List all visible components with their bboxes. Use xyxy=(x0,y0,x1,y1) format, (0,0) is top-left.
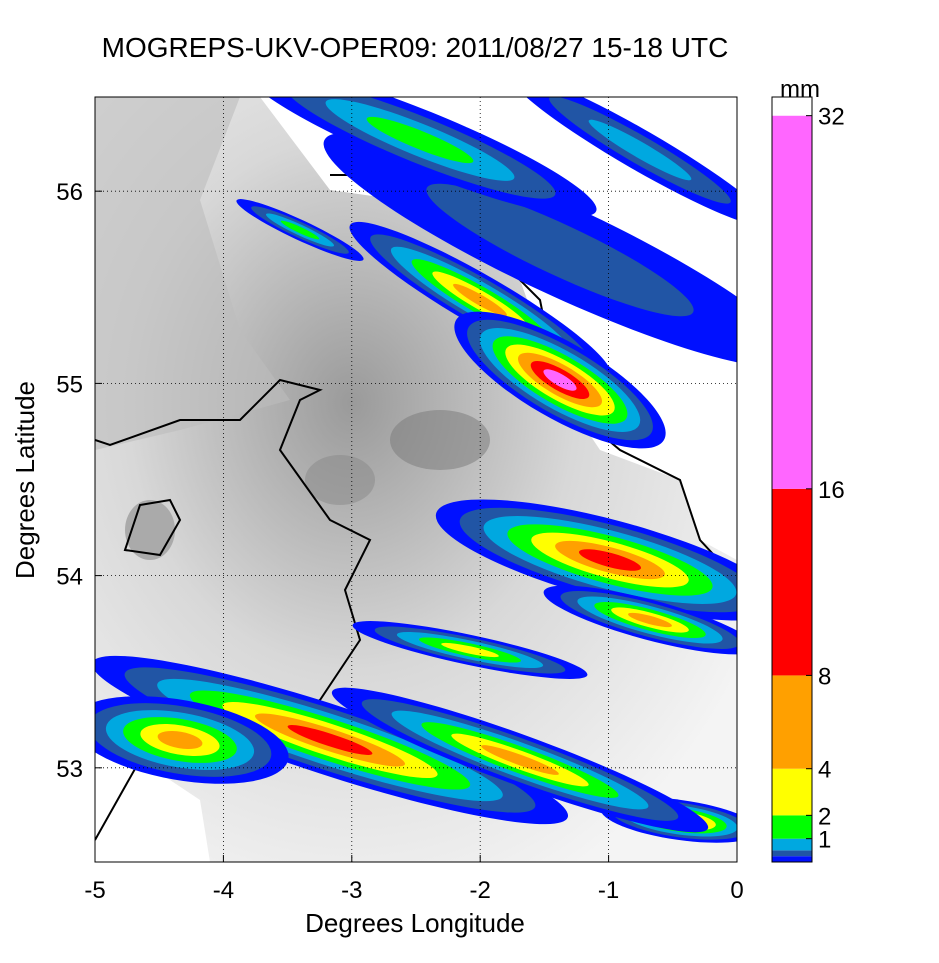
colorbar-segment xyxy=(772,675,812,769)
map-area xyxy=(95,97,737,862)
rain-cell xyxy=(366,116,474,164)
colorbar-segment xyxy=(772,838,812,851)
map-title: MOGREPS-UKV-OPER09: 2011/08/27 15-18 UTC xyxy=(102,32,729,63)
y-tick-label: 55 xyxy=(56,371,83,398)
x-tick-label: -1 xyxy=(598,877,619,904)
colorbar-frame xyxy=(771,96,813,863)
y-tick-label: 54 xyxy=(56,564,83,591)
colorbar-tick-label: 32 xyxy=(818,104,845,131)
colorbar: 12 4 8 16 32 xyxy=(771,96,845,863)
rain-cell xyxy=(157,730,203,750)
y-axis-label: Degrees Latitude xyxy=(10,381,40,579)
precipitation xyxy=(95,97,737,843)
colorbar-tick-label: 1 xyxy=(818,827,831,854)
colorbar-tick-label: 8 xyxy=(818,663,831,690)
rain-cell xyxy=(280,220,320,240)
colorbar-tick-label: 16 xyxy=(818,477,845,504)
rain-cell xyxy=(426,183,694,317)
coastline xyxy=(123,498,182,557)
colorbar-segment xyxy=(772,488,812,676)
x-tick-label: -2 xyxy=(470,877,491,904)
rain-cell xyxy=(628,612,672,628)
colorbar-segment xyxy=(772,768,812,816)
colorbar-segment xyxy=(772,97,812,116)
rain-cell xyxy=(578,549,642,571)
terrain-peaks xyxy=(390,410,490,470)
axes-frame xyxy=(94,96,738,863)
x-axis-label: Degrees Longitude xyxy=(305,908,525,938)
colorbar-segment xyxy=(772,815,812,839)
x-tick-label: -3 xyxy=(341,877,362,904)
colorbar-tick-label: 2 xyxy=(818,803,831,830)
terrain-highlands xyxy=(95,97,290,450)
rain-cell xyxy=(543,369,577,391)
y-tick-label: 56 xyxy=(56,179,83,206)
colorbar-tick-label: 4 xyxy=(818,757,831,784)
grid: -5 -4 -3 -2 -1 0 53 54 55 56 xyxy=(56,97,744,904)
x-tick-label: -4 xyxy=(213,877,234,904)
y-tick-label: 53 xyxy=(56,756,83,783)
rain-cell xyxy=(453,283,507,317)
colorbar-segment xyxy=(772,856,812,862)
terrain-peaks xyxy=(305,455,375,505)
colorbar-segment xyxy=(772,850,812,857)
colorbar-segment xyxy=(772,115,812,489)
rain-cell xyxy=(588,119,692,181)
x-tick-label: -5 xyxy=(84,877,105,904)
rain-cell xyxy=(441,642,499,658)
rain-cell xyxy=(287,725,373,755)
x-tick-label: 0 xyxy=(730,877,743,904)
